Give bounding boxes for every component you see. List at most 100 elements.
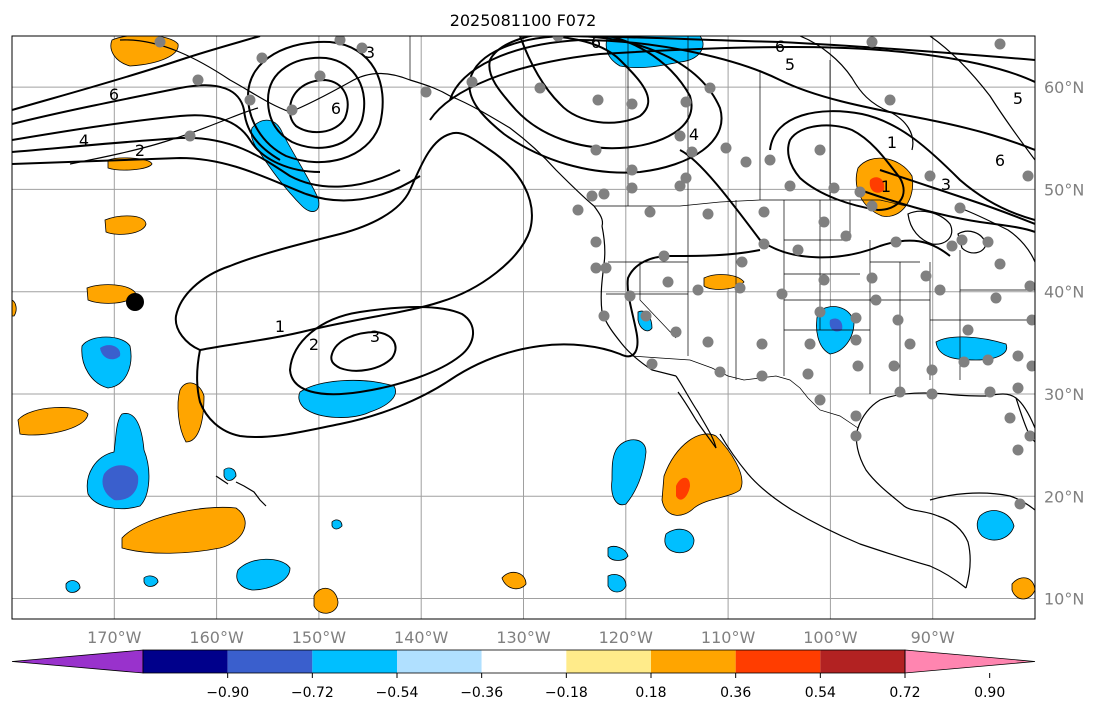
station-marker [590, 262, 602, 274]
us-west-coast [600, 225, 677, 377]
station-marker [154, 36, 166, 48]
station-marker [850, 410, 862, 422]
red-core-gulf-calif [676, 477, 690, 500]
blue-patch-south-2 [607, 574, 627, 593]
latitude-tick-label: 50°N [1044, 180, 1084, 199]
station-marker [802, 368, 814, 380]
station-marker [982, 354, 994, 366]
station-marker [644, 206, 656, 218]
station-marker [1012, 350, 1024, 362]
station-marker [954, 202, 966, 214]
longitude-tick-label: 110°W [701, 628, 756, 647]
blue-patch-small-1 [65, 580, 81, 593]
station-marker [1012, 382, 1024, 394]
station-marker [420, 86, 432, 98]
orange-patch-west-3 [17, 407, 89, 436]
red-core-hudson [869, 177, 885, 193]
us-mexico-border [631, 355, 859, 429]
station-marker [692, 284, 704, 296]
contour-west-band-1 [12, 36, 261, 111]
station-marker [818, 274, 830, 286]
station-marker [598, 310, 610, 322]
station-marker [286, 104, 298, 116]
east-coast [959, 207, 1035, 263]
colorbar-tick-label: −0.54 [376, 685, 419, 701]
contour-lines [12, 36, 1035, 439]
station-marker [804, 338, 816, 350]
contour-east-1 [879, 169, 1035, 225]
blue-patch-small-2 [143, 575, 159, 587]
station-marker [814, 144, 826, 156]
contour-east-2 [859, 189, 1035, 233]
latitude-tick-label: 40°N [1044, 283, 1084, 302]
orange-patch-south-2 [501, 571, 527, 590]
station-marker [776, 288, 788, 300]
station-markers [154, 36, 1035, 510]
station-marker [994, 38, 1006, 50]
colorbar-segment [143, 650, 228, 673]
station-marker [1024, 280, 1035, 292]
contour-label: 3 [365, 43, 375, 62]
contour-label: 6 [775, 37, 785, 56]
contour-label: 1 [887, 133, 897, 152]
station-marker [702, 336, 714, 348]
contour-low-north-pacific-2 [266, 56, 366, 149]
station-marker [598, 188, 610, 200]
contour-west-band-2 [12, 84, 281, 161]
contour-label: 6 [995, 151, 1005, 170]
station-marker [758, 238, 770, 250]
hudson-bay [799, 36, 914, 151]
blue-patch-small-3 [223, 467, 237, 481]
hawaii-2 [235, 481, 267, 507]
buoy-marker [126, 293, 144, 311]
station-marker [852, 360, 864, 372]
station-marker [184, 130, 196, 142]
orange-patch-west-1 [104, 215, 147, 235]
station-marker [334, 36, 346, 46]
station-marker [662, 276, 674, 288]
blue-core-texas [829, 318, 843, 332]
colorbar-tick-label: −0.18 [545, 685, 588, 701]
station-marker [854, 186, 866, 198]
contour-east-ridge-5 [429, 46, 1035, 121]
colorbar-tick-label: 0.72 [889, 685, 920, 701]
longitude-tick-label: 150°W [292, 628, 347, 647]
station-marker [640, 310, 652, 322]
longitude-tick-label: 100°W [803, 628, 858, 647]
hawaii-1 [215, 475, 229, 485]
longitude-tick-label: 140°W [394, 628, 449, 647]
station-marker [958, 356, 970, 368]
station-marker [904, 338, 916, 350]
colorbar: −0.90 −0.72 −0.54 −0.36 −0.18 0.18 0.36 0.54 0.7… [11, 649, 1036, 701]
station-marker [924, 170, 936, 182]
station-marker [192, 74, 204, 86]
station-marker [686, 146, 698, 158]
contour-large-1 [174, 131, 533, 352]
contour-label: 4 [689, 125, 699, 144]
station-marker [934, 284, 946, 296]
longitude-tick-labels: 170°W 160°W 150°W 140°W 130°W 120°W 110°W 100°W… [87, 628, 955, 647]
latitude-tick-label: 30°N [1044, 385, 1084, 404]
station-marker [870, 294, 882, 306]
contour-labels: 6 6 5 4 2 3 6 4 1 3 6 5 6 1 2 3 1 [79, 36, 1023, 354]
colorbar-segment [820, 650, 905, 673]
contour-west-band-3 [12, 114, 321, 173]
station-marker [466, 76, 478, 88]
station-marker [828, 182, 840, 194]
station-marker [736, 256, 748, 268]
colorbar-tick-label: 0.90 [974, 685, 1005, 701]
contour-label: 6 [109, 85, 119, 104]
latitude-tick-label: 10°N [1044, 590, 1084, 609]
station-marker [814, 306, 826, 318]
baja-peninsula [675, 375, 717, 449]
station-marker [674, 130, 686, 142]
orange-patch-caribbean [1011, 577, 1035, 600]
state-lines-central [784, 200, 871, 394]
colorbar-segment [735, 650, 821, 673]
colorbar-segment [312, 650, 397, 673]
station-marker [670, 326, 682, 338]
labrador-coast [929, 36, 1035, 161]
colorbar-tick-label: 0.36 [720, 685, 751, 701]
longitude-tick-label: 160°W [189, 628, 244, 647]
station-marker [1004, 412, 1016, 424]
